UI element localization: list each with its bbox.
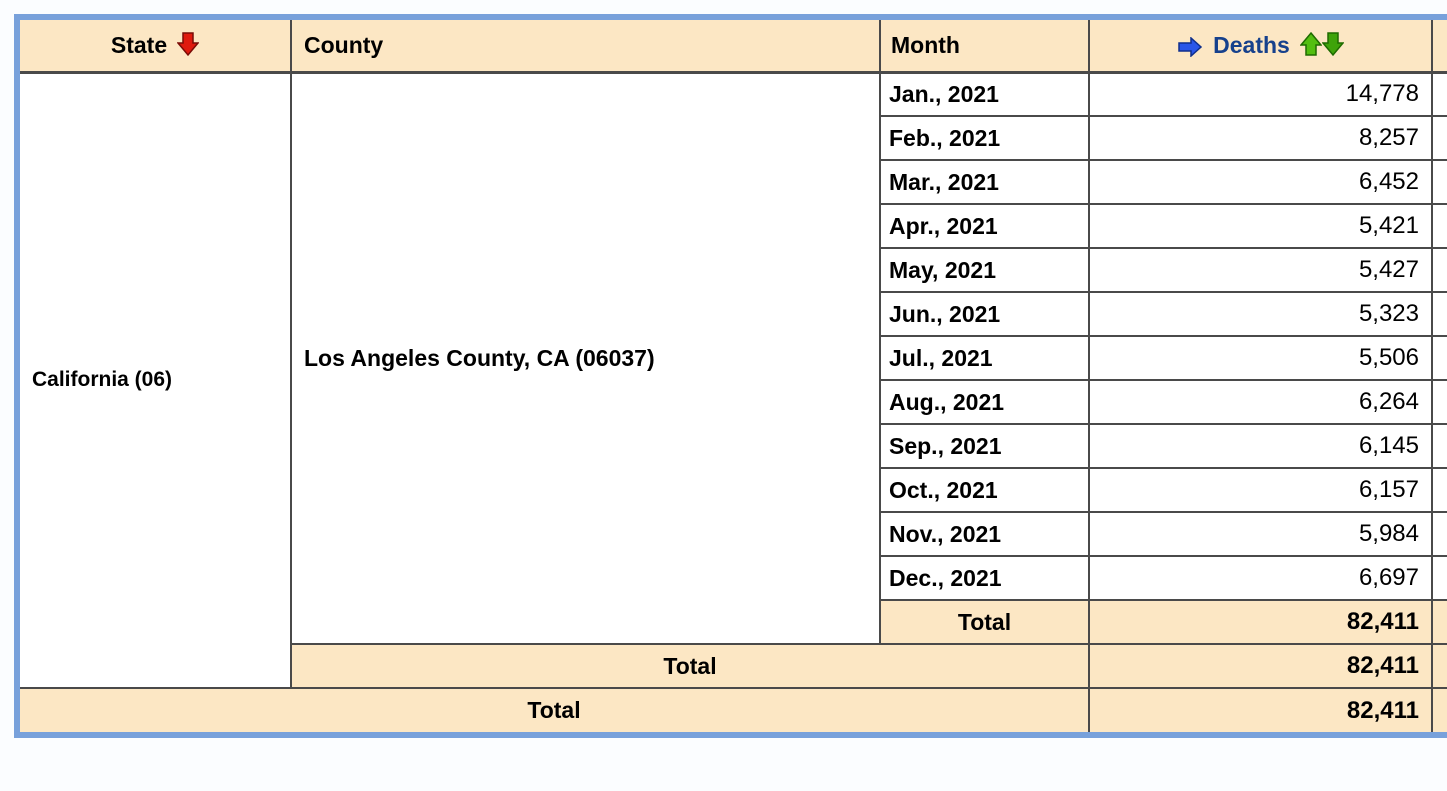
deaths-cell: 6,697 (1088, 555, 1433, 601)
deaths-sort-asc-icon[interactable] (1299, 31, 1323, 57)
month-cell: Feb., 2021 (879, 115, 1090, 161)
county-total-label: Total (290, 643, 1090, 689)
county-total-value: 82,411 (1088, 643, 1433, 689)
month-cell: May, 2021 (879, 247, 1090, 293)
month-cell: Aug., 2021 (879, 379, 1090, 425)
month-cell: Oct., 2021 (879, 467, 1090, 513)
month-cell: Sep., 2021 (879, 423, 1090, 469)
deaths-cell: 14,778 (1088, 71, 1433, 117)
grand-total-row: Total 82,411 (20, 687, 1447, 732)
month-cell: Apr., 2021 (879, 203, 1090, 249)
clipped-cell (1431, 71, 1447, 117)
clipped-cell (1431, 467, 1447, 513)
deaths-header-label: Deaths (1213, 32, 1290, 59)
clipped-cell (1431, 247, 1447, 293)
month-cell: Jan., 2021 (879, 71, 1090, 117)
deaths-cell: 5,427 (1088, 247, 1433, 293)
month-total-label: Total (879, 599, 1090, 645)
county-value-cell: Los Angeles County, CA (06037) (290, 71, 881, 645)
deaths-cell: 6,452 (1088, 159, 1433, 205)
state-sort-desc-icon[interactable] (176, 31, 200, 57)
deaths-cell: 6,264 (1088, 379, 1433, 425)
clipped-cell (1431, 687, 1447, 732)
clipped-cell (1431, 115, 1447, 161)
column-header-deaths: Deaths (1088, 20, 1433, 74)
clipped-cell (1431, 511, 1447, 557)
deaths-cell: 6,157 (1088, 467, 1433, 513)
deaths-cell: 5,984 (1088, 511, 1433, 557)
deaths-cell: 5,323 (1088, 291, 1433, 337)
clipped-cell (1431, 335, 1447, 381)
state-header-label: State (110, 32, 168, 59)
clipped-cell (1431, 203, 1447, 249)
state-value-cell: California (06) (20, 71, 292, 689)
county-header-label: County (304, 31, 384, 58)
deaths-cell: 8,257 (1088, 115, 1433, 161)
grand-total-value: 82,411 (1088, 687, 1433, 732)
month-cell: Dec., 2021 (879, 555, 1090, 601)
grand-total-label: Total (20, 687, 1090, 732)
month-cell: Jun., 2021 (879, 291, 1090, 337)
month-cell: Mar., 2021 (879, 159, 1090, 205)
column-header-month: Month (879, 20, 1090, 74)
clipped-cell (1431, 159, 1447, 205)
deaths-cell: 6,145 (1088, 423, 1433, 469)
deaths-cell: 5,421 (1088, 203, 1433, 249)
clipped-cell (1431, 643, 1447, 689)
results-table-frame: State County Month Deaths California (06… (14, 14, 1447, 738)
month-header-label: Month (891, 31, 960, 58)
clipped-cell (1431, 599, 1447, 645)
month-cell: Nov., 2021 (879, 511, 1090, 557)
clipped-cell (1431, 379, 1447, 425)
column-header-county: County (290, 20, 881, 74)
column-header-state: State (20, 20, 292, 74)
clipped-cell (1431, 555, 1447, 601)
county-total-row: Total 82,411 (20, 643, 1447, 689)
month-cell: Jul., 2021 (879, 335, 1090, 381)
deaths-cell: 5,506 (1088, 335, 1433, 381)
deaths-jump-icon[interactable] (1177, 36, 1203, 58)
deaths-results-table: State County Month Deaths California (06… (20, 20, 1447, 732)
month-total-value: 82,411 (1088, 599, 1433, 645)
deaths-sort-desc-icon[interactable] (1321, 31, 1345, 57)
column-header-clipped (1431, 20, 1447, 74)
month-total-row: Total 82,411 (20, 599, 1447, 645)
clipped-cell (1431, 291, 1447, 337)
clipped-cell (1431, 423, 1447, 469)
